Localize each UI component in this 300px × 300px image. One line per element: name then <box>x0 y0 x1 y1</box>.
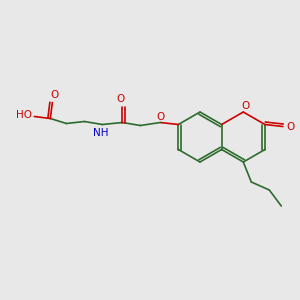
Text: O: O <box>116 94 124 104</box>
Text: O: O <box>50 91 58 100</box>
Text: O: O <box>156 112 164 122</box>
Text: O: O <box>241 101 249 111</box>
Text: NH: NH <box>93 128 108 139</box>
Text: HO: HO <box>16 110 32 121</box>
Text: O: O <box>287 122 295 131</box>
